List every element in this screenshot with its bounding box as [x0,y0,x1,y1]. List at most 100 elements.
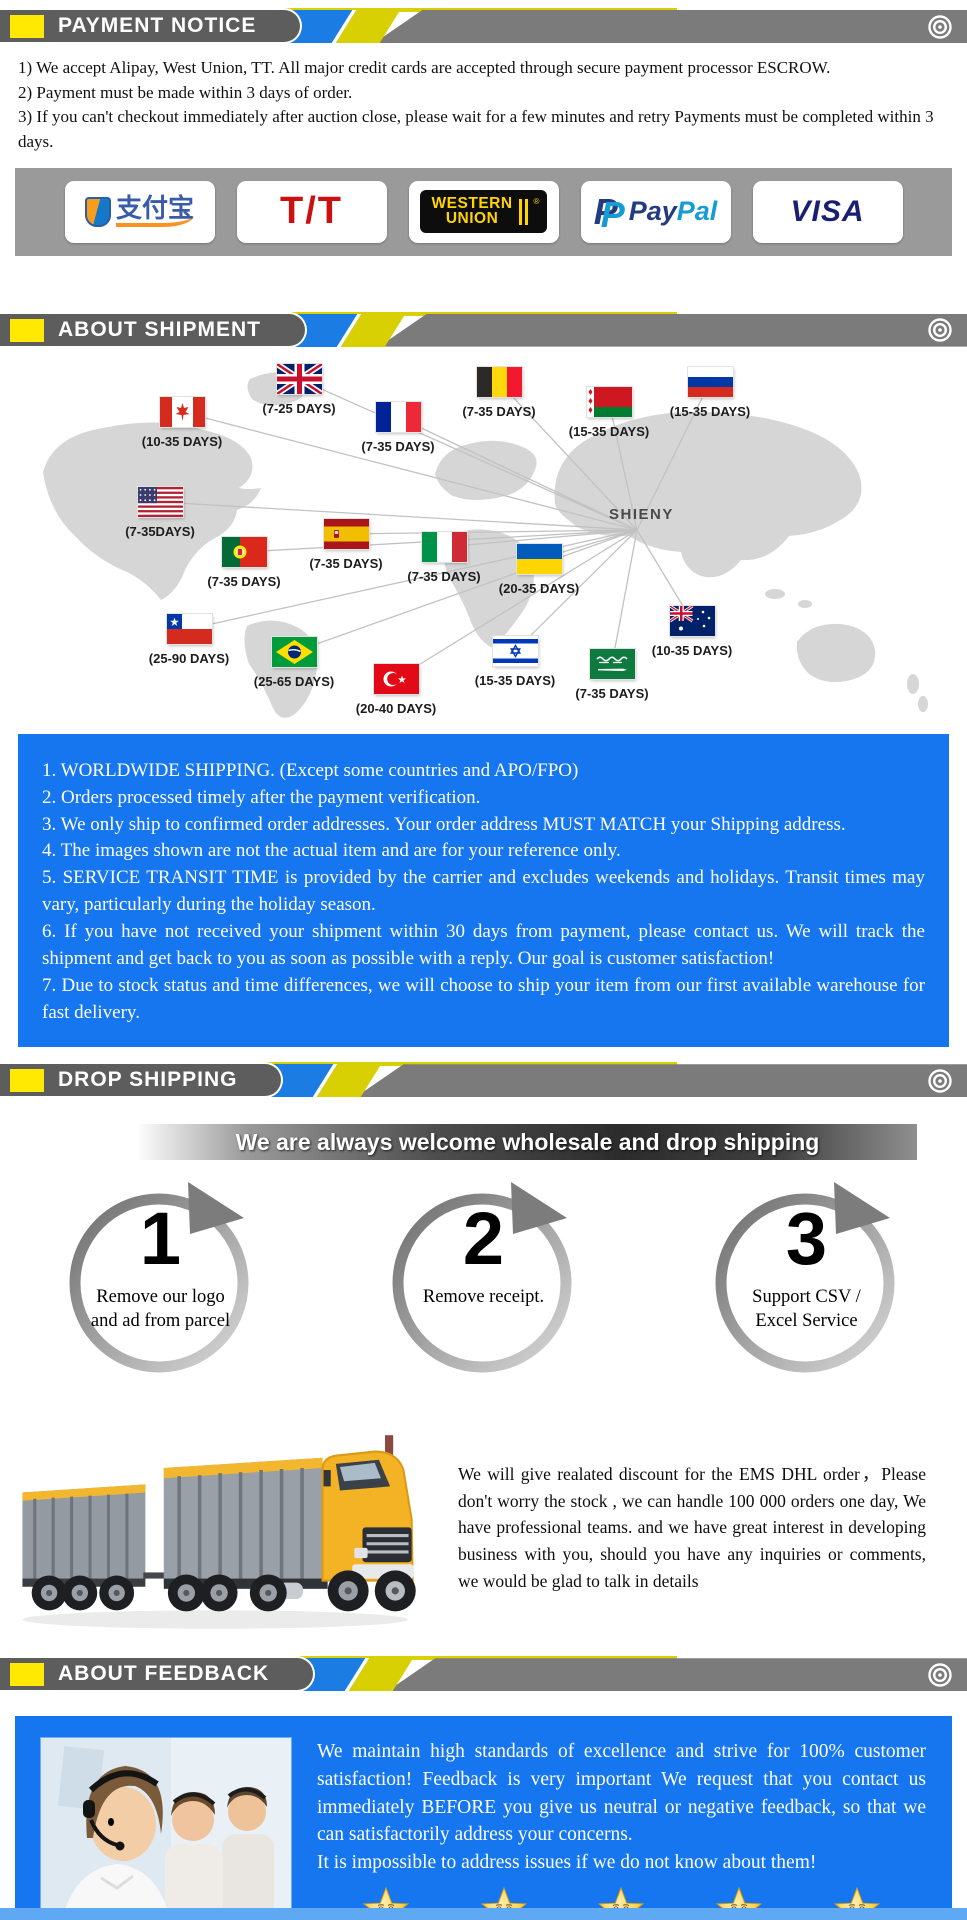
shipping-days-label: (15-35 DAYS) [474,672,556,688]
payment-method-visa: VISA [752,180,903,243]
shipping-days-label: (7-35 DAYS) [361,438,435,454]
payment-methods-strip: 支付宝 T/T WESTERN UNION ® P P Pay Pal [15,167,952,256]
shipping-note: 5. SERVICE TRANSIT TIME is provided by t… [42,867,925,916]
section-header-drop-shipping: DROP SHIPPING [0,1062,967,1099]
target-icon [928,14,952,39]
payment-line: 2) Payment must be made within 3 days of… [18,82,353,102]
step-number: 1 [139,1197,182,1281]
feedback-content: We maintain high standards of excellence… [317,1738,926,1920]
header-gray-bar [387,1658,967,1692]
section-title: PAYMENT NOTICE [58,14,257,37]
shipping-days-label: (15-35 DAYS) [669,403,751,419]
paypal-p-icon: P [593,190,618,232]
header-pill: DROP SHIPPING [0,1062,284,1099]
flag-portugal [222,536,267,567]
shipping-days-label: (7-35 DAYS) [407,568,481,584]
dropship-step-2: 2 Remove receipt. [381,1176,586,1381]
section-header-payment-notice: PAYMENT NOTICE [0,8,967,44]
shipping-days-label: (20-40 DAYS) [355,700,437,716]
header-pill: PAYMENT NOTICE [0,8,303,44]
flag-belarus [587,386,632,417]
shipping-note: 6. If you have not received your shipmen… [42,921,925,970]
flag-israel [493,635,538,666]
customer-service-photo [41,1738,291,1920]
section-title: ABOUT FEEDBACK [58,1662,270,1686]
payment-method-western-union: WESTERN UNION ® [408,180,559,243]
map-hub-label: SHIENY [609,505,674,523]
header-pill: ABOUT SHIPMENT [0,311,307,348]
dropship-steps: 1 Remove our logo and ad from parcel 2 R… [0,1176,967,1381]
header-pill: ABOUT FEEDBACK [0,1656,316,1693]
feedback-paragraph: It is impossible to address issues if we… [317,1852,817,1873]
tt-logo-text: T/T [280,190,343,233]
yellow-marker [10,1663,44,1687]
section-title: DROP SHIPPING [58,1068,238,1092]
payment-method-tt: T/T [236,180,387,243]
target-icon [928,1663,952,1687]
flag-france [376,401,421,432]
step-number: 2 [462,1197,505,1281]
yellow-marker [10,15,44,38]
shipping-days-label: (7-35 DAYS) [207,573,281,589]
step-caption: Remove our logo and ad from parcel [90,1287,231,1331]
shipping-days-label: (7-35DAYS) [125,523,195,539]
shipping-notes-box: 1. WORLDWIDE SHIPPING. (Except some coun… [18,733,949,1048]
circular-arrow-icon [715,1182,895,1373]
paypal-p-icon: P [600,193,625,235]
flag-spain [324,518,369,549]
shipping-note: 3. We only ship to confirmed order addre… [42,813,846,835]
circular-arrow-icon [392,1182,572,1373]
step-number: 3 [785,1197,828,1281]
shipping-note: 1. WORLDWIDE SHIPPING. (Except some coun… [42,759,579,781]
feedback-box: We maintain high standards of excellence… [15,1716,952,1920]
header-gray-bar [379,313,967,347]
feedback-paragraph: We maintain high standards of excellence… [317,1741,926,1846]
bottom-strip [0,1908,967,1920]
flag-ukraine [517,543,562,574]
alipay-logo-text: 支付宝 [115,195,194,228]
visa-logo-text: VISA [790,194,865,228]
wholesale-row: We will give realated discount for the E… [0,1427,967,1644]
dropship-step-1: 1 Remove our logo and ad from parcel [58,1176,263,1381]
shipping-days-label: (7-35 DAYS) [309,555,383,571]
payment-terms-text: 1) We accept Alipay, West Union, TT. All… [18,56,949,155]
shipping-days-label: (20-35 DAYS) [498,580,580,596]
western-union-bars-icon [518,198,528,226]
flag-canada [160,396,205,427]
western-union-logo: WESTERN UNION ® [419,189,548,234]
flag-australia [670,605,715,636]
shipping-days-label: (10-35 DAYS) [141,433,223,449]
alipay-shield-icon [84,196,111,227]
payment-line: 1) We accept Alipay, West Union, TT. All… [18,58,831,77]
payment-method-paypal: P P Pay Pal [580,180,731,243]
flag-belgium [477,366,522,397]
payment-line: 3) If you can't checkout immediately aft… [18,107,934,151]
flag-chile [167,613,212,644]
flag-russia [688,366,733,397]
target-icon [928,318,952,342]
shipping-world-map: (10-35 DAYS) (7-25 DAYS) (7-35 DAYS) (7-35 … [15,354,952,726]
shipping-days-label: (7-25 DAYS) [262,400,336,416]
shipping-days-label: (7-35 DAYS) [575,685,649,701]
shipping-note: 2. Orders processed timely after the pay… [42,786,481,808]
header-gray-bar [374,10,967,43]
yellow-marker [10,318,44,342]
header-gray-bar [355,1064,967,1098]
flag-italy [422,531,467,562]
payment-method-alipay: 支付宝 [64,180,215,243]
truck-image [10,1427,420,1644]
yellow-marker [10,1069,44,1093]
circular-arrow-icon [69,1182,249,1373]
shipping-days-label: (25-90 DAYS) [148,650,230,666]
shipping-days-label: (25-65 DAYS) [253,673,335,689]
wholesale-banner: We are always welcome wholesale and drop… [138,1124,917,1161]
shipping-note: 4. The images shown are not the actual i… [42,840,621,862]
step-caption: Support CSV / Excel Service [752,1287,861,1331]
section-header-about-shipment: ABOUT SHIPMENT [0,311,967,348]
flag-brazil [272,636,317,667]
dropship-step-3: 3 Support CSV / Excel Service [704,1176,909,1381]
section-title: ABOUT SHIPMENT [58,317,261,341]
shipping-days-label: (7-35 DAYS) [462,403,536,419]
shipping-days-label: (15-35 DAYS) [568,423,650,439]
